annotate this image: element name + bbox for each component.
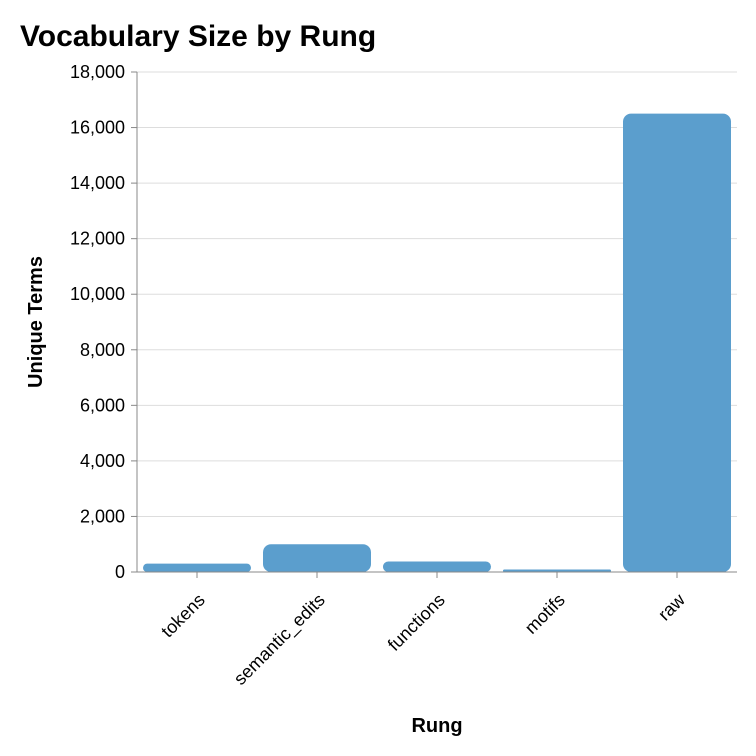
x-axis: tokens semantic_edits functions motifs raw [137, 571, 737, 690]
bars [143, 113, 731, 573]
x-tick-label: raw [654, 589, 689, 624]
x-tick-label: semantic_edits [230, 590, 330, 690]
y-tick-label: 8,000 [80, 340, 125, 360]
y-axis: 0 2,000 4,000 6,000 8,000 10,000 12,000 14,000 1… [70, 62, 138, 582]
chart-title: Vocabulary Size by Rung [20, 20, 376, 53]
x-axis-title: Rung [411, 715, 462, 737]
bar-raw [623, 113, 731, 573]
bar-motifs [503, 569, 611, 572]
bar-functions [383, 561, 491, 572]
y-tick-label: 14,000 [70, 173, 125, 193]
y-tick-label: 12,000 [70, 229, 125, 249]
bar-semantic_edits [263, 544, 371, 572]
x-tick-label: functions [384, 590, 449, 655]
y-tick-label: 10,000 [70, 284, 125, 304]
gridlines [137, 71, 737, 573]
y-tick-label: 2,000 [80, 506, 125, 526]
bar-tokens [143, 563, 251, 572]
y-tick-label: 4,000 [80, 451, 125, 471]
x-tick-label: motifs [521, 590, 569, 638]
y-axis-title: Unique Terms [25, 256, 47, 388]
y-tick-label: 16,000 [70, 118, 125, 138]
y-tick-label: 18,000 [70, 62, 125, 82]
x-tick-label: tokens [157, 590, 209, 642]
y-tick-label: 0 [115, 562, 125, 582]
y-tick-label: 6,000 [80, 395, 125, 415]
